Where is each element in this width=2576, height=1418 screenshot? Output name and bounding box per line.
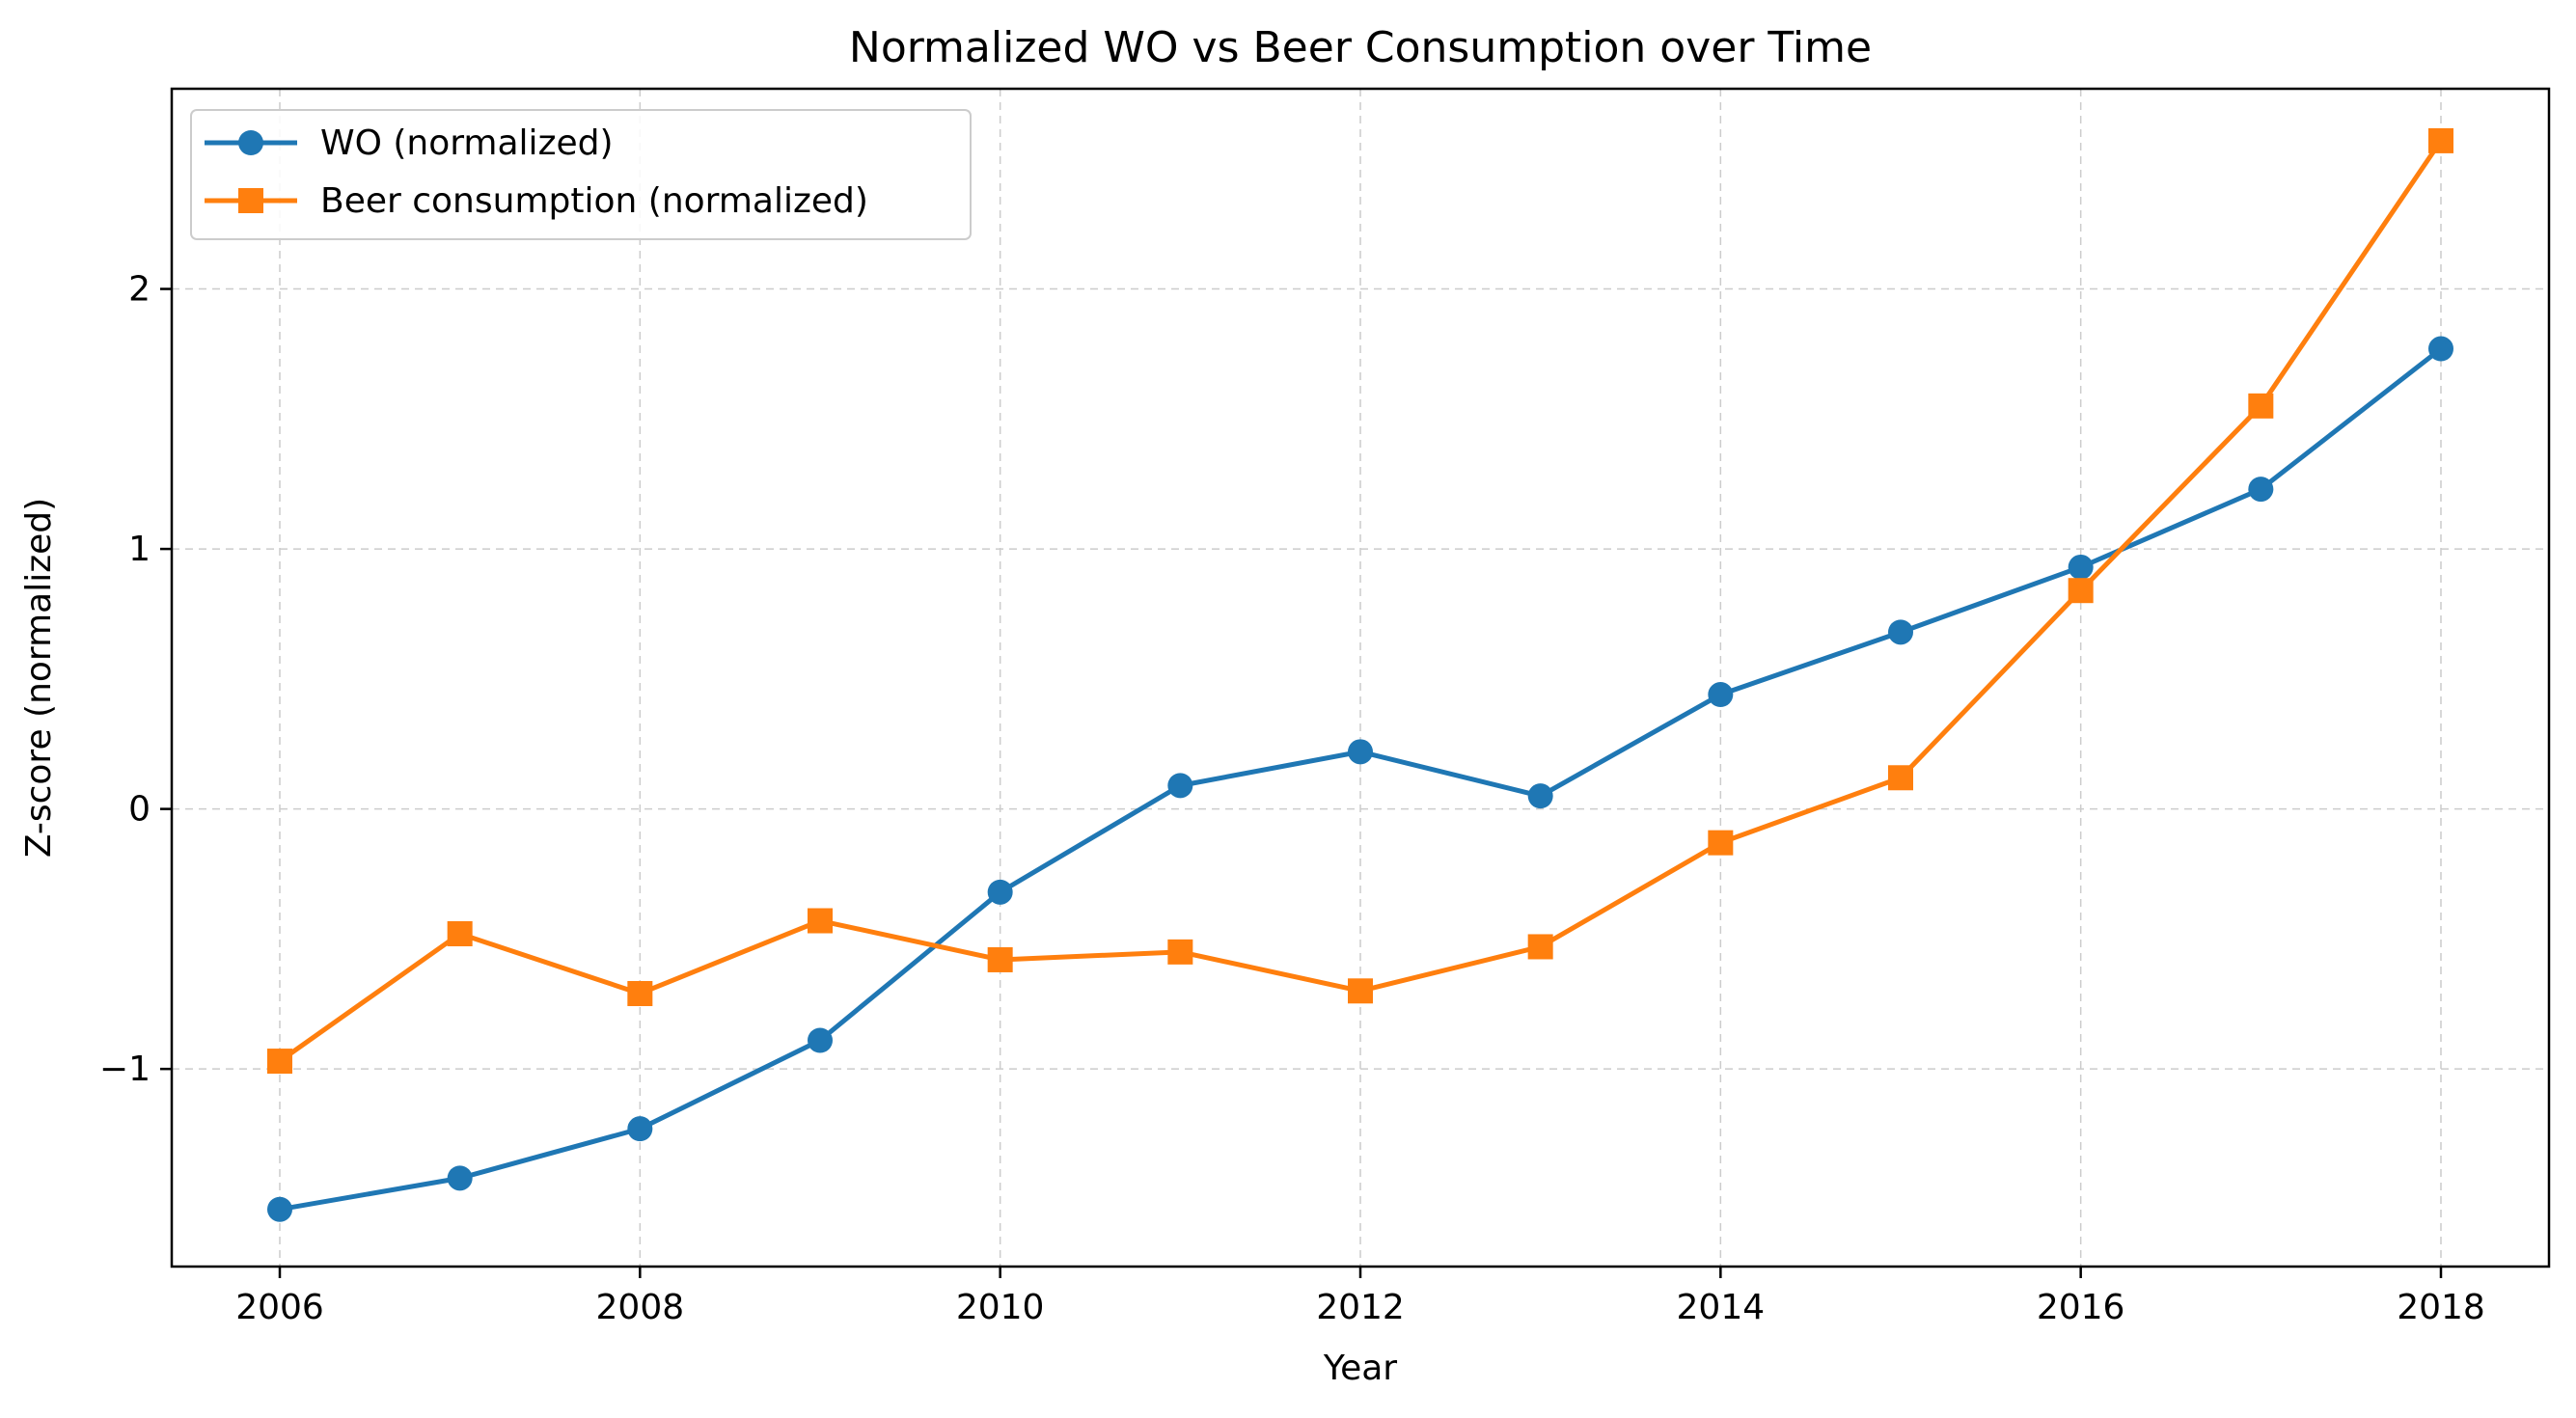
data-point xyxy=(1708,830,1734,856)
data-point xyxy=(987,946,1013,972)
series-2 xyxy=(267,127,2453,1075)
data-point xyxy=(627,1116,653,1142)
data-point xyxy=(2068,554,2094,580)
data-point xyxy=(1888,619,1913,645)
chart-title: Normalized WO vs Beer Consumption over T… xyxy=(849,23,1872,72)
x-axis-label: Year xyxy=(1323,1349,1397,1388)
legend-item: WO (normalized) xyxy=(205,123,614,163)
data-point xyxy=(447,920,473,946)
data-point xyxy=(1527,934,1553,960)
data-point xyxy=(2428,127,2453,153)
data-point xyxy=(1348,978,1373,1004)
data-point xyxy=(1167,939,1193,965)
y-tick-label: 1 xyxy=(128,530,151,569)
legend-label: Beer consumption (normalized) xyxy=(320,181,868,221)
y-tick-label: 0 xyxy=(128,790,151,830)
x-tick-label: 2016 xyxy=(2037,1288,2125,1327)
data-point xyxy=(808,1027,833,1053)
x-tick-label: 2018 xyxy=(2397,1288,2485,1327)
legend: WO (normalized) Beer consumption (normali… xyxy=(190,109,972,240)
legend-marker xyxy=(238,130,263,155)
data-point xyxy=(808,908,833,934)
data-point xyxy=(2248,477,2274,503)
x-tick-label: 2012 xyxy=(1316,1288,1405,1327)
data-point xyxy=(267,1049,292,1075)
x-tick-label: 2010 xyxy=(956,1288,1045,1327)
legend-marker xyxy=(238,188,263,213)
data-point xyxy=(987,879,1013,905)
data-point xyxy=(1888,765,1913,791)
x-tick-label: 2008 xyxy=(596,1288,685,1327)
data-point xyxy=(2068,578,2094,604)
series-1 xyxy=(267,336,2453,1222)
data-point xyxy=(447,1165,473,1191)
data-point xyxy=(1348,739,1373,765)
ticks: 2006 2008 2010 2012 2014 2016 2018 −1 0 1 2 xyxy=(99,270,2485,1327)
data-point xyxy=(1167,773,1193,799)
legend-label: WO (normalized) xyxy=(320,123,614,163)
data-point xyxy=(2248,393,2274,419)
y-tick-label: −1 xyxy=(99,1050,151,1089)
grid xyxy=(172,89,2549,1267)
data-point xyxy=(1708,682,1734,708)
data-point xyxy=(1527,783,1553,809)
data-point xyxy=(627,980,653,1006)
y-axis-label: Z-score (normalized) xyxy=(19,498,59,858)
series-layer xyxy=(267,127,2453,1222)
data-point xyxy=(2428,336,2453,362)
y-tick-label: 2 xyxy=(128,270,151,310)
legend-item: Beer consumption (normalized) xyxy=(205,181,868,221)
legend-box xyxy=(190,109,972,240)
x-tick-label: 2006 xyxy=(235,1288,324,1327)
x-tick-label: 2014 xyxy=(1677,1288,1766,1327)
data-point xyxy=(267,1196,292,1222)
